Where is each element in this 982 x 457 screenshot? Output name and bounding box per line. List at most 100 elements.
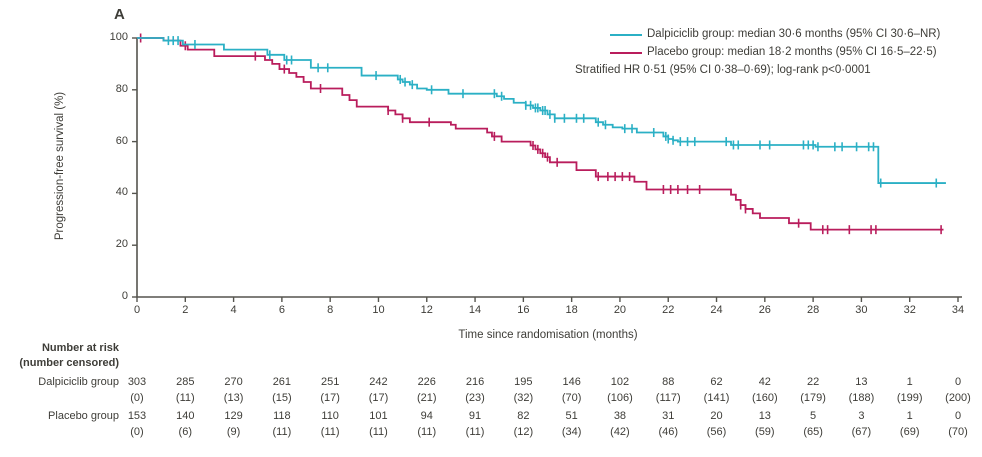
risk-censored-count: (11) bbox=[417, 426, 437, 438]
y-tick-label: 80 bbox=[115, 82, 128, 95]
risk-censored-count: (42) bbox=[610, 426, 630, 438]
risk-censored-count: (17) bbox=[320, 392, 340, 404]
x-tick-label: 12 bbox=[420, 304, 433, 316]
x-tick-label: 6 bbox=[278, 304, 285, 316]
risk-count: 102 bbox=[610, 376, 630, 388]
risk-censored-count: (11) bbox=[272, 426, 292, 438]
risk-count: 31 bbox=[662, 410, 675, 422]
x-tick-label: 0 bbox=[133, 304, 141, 316]
risk-row-label: Placebo group bbox=[48, 410, 119, 422]
risk-count: 13 bbox=[758, 410, 771, 422]
risk-censored-count: (67) bbox=[851, 426, 872, 438]
x-tick-label: 16 bbox=[517, 304, 530, 316]
y-tick-label: 60 bbox=[115, 134, 128, 147]
x-tick-label: 30 bbox=[855, 304, 868, 316]
risk-censored-count: (0) bbox=[130, 392, 144, 404]
axis-lines bbox=[136, 38, 962, 298]
risk-censored-count: (17) bbox=[368, 392, 389, 404]
risk-count: 153 bbox=[127, 410, 147, 422]
risk-count: 91 bbox=[468, 410, 482, 422]
risk-censored-count: (199) bbox=[896, 392, 923, 404]
risk-count: 195 bbox=[514, 376, 533, 388]
risk-count: 251 bbox=[320, 376, 340, 388]
risk-censored-count: (0) bbox=[130, 426, 144, 438]
risk-count: 226 bbox=[417, 376, 436, 388]
x-tick-label: 8 bbox=[327, 304, 334, 316]
y-tick-label: 100 bbox=[109, 31, 128, 43]
risk-count: 0 bbox=[954, 410, 962, 422]
risk-count: 261 bbox=[272, 376, 292, 388]
risk-censored-count: (160) bbox=[751, 392, 778, 404]
y-tick-label: 20 bbox=[115, 238, 128, 251]
risk-censored-count: (21) bbox=[416, 392, 437, 404]
x-tick-label: 34 bbox=[951, 304, 965, 316]
risk-count: 51 bbox=[565, 410, 578, 422]
risk-censored-count: (70) bbox=[948, 426, 968, 438]
x-tick-label: 28 bbox=[806, 304, 820, 316]
risk-count: 216 bbox=[465, 376, 485, 388]
risk-count: 42 bbox=[758, 376, 771, 388]
x-tick-label: 10 bbox=[372, 304, 385, 316]
risk-censored-count: (70) bbox=[561, 392, 582, 404]
risk-censored-count: (141) bbox=[703, 392, 730, 404]
risk-censored-count: (6) bbox=[178, 426, 192, 438]
risk-table-header-1: Number at risk bbox=[41, 342, 119, 354]
x-tick-label: 22 bbox=[662, 304, 675, 316]
risk-censored-count: (56) bbox=[706, 426, 727, 438]
risk-row-label: Dalpiciclib group bbox=[38, 376, 119, 388]
risk-count: 3 bbox=[858, 410, 865, 422]
risk-censored-count: (69) bbox=[899, 426, 920, 438]
x-tick-label: 14 bbox=[468, 304, 482, 316]
risk-count: 20 bbox=[710, 410, 723, 422]
risk-censored-count: (188) bbox=[848, 392, 875, 404]
x-tick-label: 2 bbox=[182, 304, 189, 316]
risk-count: 22 bbox=[806, 376, 820, 388]
risk-censored-count: (46) bbox=[658, 426, 679, 438]
risk-count: 13 bbox=[855, 376, 868, 388]
km-curve-placebo bbox=[137, 37, 944, 231]
risk-count: 242 bbox=[369, 376, 388, 388]
risk-censored-count: (65) bbox=[803, 426, 823, 438]
risk-count: 62 bbox=[710, 376, 723, 388]
x-tick-label: 24 bbox=[710, 304, 723, 316]
panel-label: A bbox=[114, 6, 125, 23]
risk-censored-count: (11) bbox=[465, 426, 485, 438]
risk-count: 38 bbox=[613, 410, 627, 422]
km-curve-dalpiciclib bbox=[137, 37, 946, 184]
risk-censored-count: (117) bbox=[655, 392, 681, 404]
risk-count: 82 bbox=[517, 410, 530, 422]
risk-censored-count: (11) bbox=[369, 426, 388, 438]
risk-count: 5 bbox=[810, 410, 817, 422]
x-tick-label: 26 bbox=[758, 304, 771, 316]
risk-censored-count: (11) bbox=[175, 392, 195, 404]
risk-censored-count: (179) bbox=[800, 392, 826, 404]
risk-count: 140 bbox=[176, 410, 195, 422]
risk-count: 146 bbox=[562, 376, 581, 388]
risk-count: 94 bbox=[420, 410, 433, 422]
risk-count: 101 bbox=[369, 410, 388, 422]
x-axis-title: Time since randomisation (months) bbox=[458, 329, 638, 341]
x-tick-label: 32 bbox=[903, 304, 916, 316]
risk-count: 129 bbox=[224, 410, 243, 422]
risk-censored-count: (15) bbox=[272, 392, 292, 404]
risk-censored-count: (106) bbox=[607, 392, 633, 404]
x-tick-label: 18 bbox=[565, 304, 578, 316]
risk-count: 285 bbox=[176, 376, 195, 388]
risk-censored-count: (13) bbox=[223, 392, 244, 404]
risk-censored-count: (59) bbox=[755, 426, 775, 438]
risk-count: 303 bbox=[127, 376, 147, 388]
risk-censored-count: (34) bbox=[561, 426, 582, 438]
risk-censored-count: (32) bbox=[513, 392, 534, 404]
risk-censored-count: (9) bbox=[226, 426, 241, 438]
risk-count: 1 bbox=[906, 376, 913, 388]
y-tick-label: 0 bbox=[121, 290, 128, 302]
x-tick-label: 4 bbox=[230, 304, 237, 316]
x-tick-label: 20 bbox=[613, 304, 627, 316]
risk-censored-count: (11) bbox=[320, 426, 340, 438]
risk-count: 0 bbox=[954, 376, 962, 388]
risk-censored-count: (200) bbox=[945, 392, 971, 404]
risk-count: 118 bbox=[273, 410, 291, 422]
y-tick-label: 40 bbox=[115, 186, 128, 199]
